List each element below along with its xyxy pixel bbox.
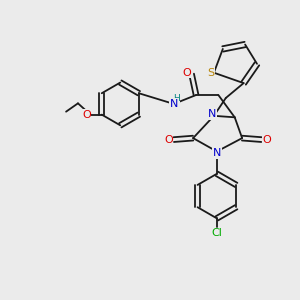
- Text: O: O: [262, 135, 271, 145]
- Text: N: N: [213, 148, 221, 158]
- Text: S: S: [207, 68, 214, 78]
- Text: O: O: [182, 68, 190, 78]
- Text: O: O: [164, 135, 173, 145]
- Text: O: O: [82, 110, 91, 120]
- Text: H: H: [173, 94, 179, 103]
- Text: Cl: Cl: [212, 228, 222, 238]
- Text: N: N: [169, 99, 178, 109]
- Text: N: N: [208, 109, 217, 119]
